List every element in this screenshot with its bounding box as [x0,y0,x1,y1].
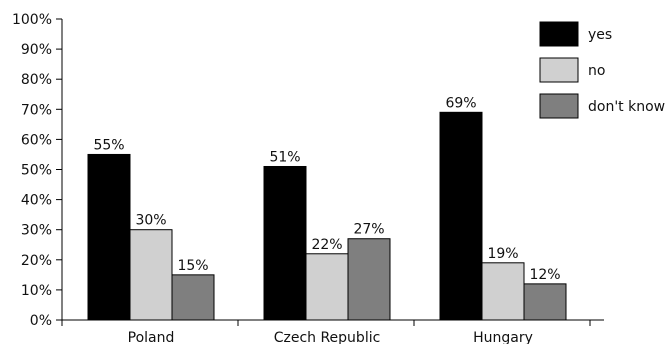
y-tick-label: 90% [21,42,52,58]
legend-swatch [539,57,579,83]
y-tick-label: 60% [21,132,52,148]
bar [263,165,307,321]
y-tick-label: 40% [21,193,52,209]
data-label: 22% [311,237,342,253]
data-labels: 55% 30% 15% 51% 22% 27% 69% 19% 12% [93,95,560,283]
bar [439,111,483,321]
bar [129,229,173,321]
legend-swatch [539,21,579,47]
y-tick-label: 20% [21,253,52,269]
data-label: 55% [93,137,124,153]
data-label: 12% [529,267,560,283]
y-tick-label: 30% [21,223,52,239]
data-label: 15% [177,258,208,274]
bar [305,253,349,321]
x-axis: Poland Czech Republic Hungary [61,319,604,344]
y-tick-label: 80% [21,72,52,88]
legend-item: no [539,57,605,83]
y-axis: 0% 10% 20% 30% 40% 50% 60% 70% 80% 90% 100% [12,12,63,329]
data-label: 19% [487,246,518,262]
y-tick-label: 50% [21,163,52,179]
category-label: Poland [128,330,175,344]
y-tick-label: 10% [21,283,52,299]
legend-swatch [539,93,579,119]
legend-item: yes [539,21,612,47]
bar [481,262,525,321]
bar [347,238,391,321]
bar [87,153,131,321]
y-tick-label: 100% [12,12,52,28]
bar [171,274,215,321]
legend-item: don't know [539,93,665,119]
bar [523,283,567,321]
y-tick-label: 70% [21,102,52,118]
category-label: Hungary [473,330,533,344]
data-label: 69% [445,95,476,111]
bars [87,111,567,321]
category-label: Czech Republic [274,330,381,344]
legend-label: no [588,63,605,79]
data-label: 51% [269,149,300,165]
legend-label: don't know [588,99,665,115]
legend: yes no don't know [539,21,665,119]
y-tick-label: 0% [30,313,52,329]
data-label: 30% [135,213,166,229]
data-label: 27% [353,222,384,238]
legend-label: yes [588,27,612,43]
